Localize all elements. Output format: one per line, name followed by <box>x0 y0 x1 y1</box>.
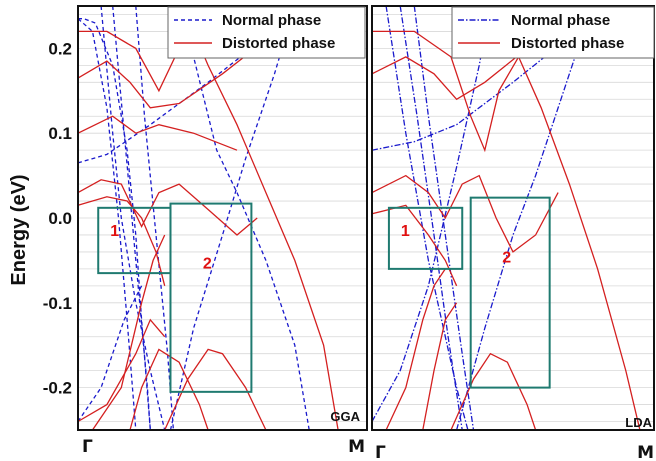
y-axis-label: Energy (eV) <box>8 174 30 285</box>
lda-grid <box>372 14 654 422</box>
y-tick-label: 0.1 <box>48 124 72 143</box>
lda-normal-band-4 <box>455 5 593 431</box>
gga-distorted-band-8 <box>77 318 166 423</box>
gga-distorted-band-3 <box>77 115 238 151</box>
lda-annotation-boxes: 12 <box>387 196 551 389</box>
gga-bands <box>77 5 339 431</box>
gga-normal-band-8 <box>100 5 166 431</box>
gga-panel: 12 0.20.10.0-0.1-0.2 Γ M GGA Normal phas… <box>43 5 368 457</box>
gga-region-label-1: 1 <box>110 223 119 240</box>
gga-legend-normal-text: Normal phase <box>222 12 321 29</box>
gga-legend: Normal phase Distorted phase <box>167 6 366 59</box>
gga-normal-band-3 <box>112 5 151 431</box>
lda-normal-band-6 <box>385 5 469 431</box>
gga-distorted-band-5 <box>77 196 166 286</box>
gga-legend-distorted-text: Distorted phase <box>222 35 335 52</box>
lda-distorted-band-7 <box>385 268 446 431</box>
lda-legend-box <box>451 6 655 59</box>
lda-distorted-band-5 <box>450 352 537 431</box>
y-tick-label: 0.2 <box>48 39 72 58</box>
gga-distorted-band-9 <box>91 234 166 431</box>
lda-distorted-band-1 <box>372 30 641 431</box>
gga-annotation-boxes: 12 <box>97 202 253 393</box>
gga-method-label: GGA <box>330 409 360 424</box>
y-tick-label: -0.1 <box>43 294 72 313</box>
lda-x-tick-m: M <box>637 443 654 461</box>
y-tick-label: -0.2 <box>43 379 72 398</box>
gga-normal-band-1 <box>78 18 151 431</box>
gga-normal-band-6 <box>169 5 296 431</box>
lda-region-label-1: 1 <box>401 223 410 240</box>
lda-region-box-2 <box>469 196 551 389</box>
gga-y-ticks: 0.2 0.1 0.0 -0.1 -0.2 <box>43 39 72 397</box>
lda-legend-distorted-text: Distorted phase <box>511 35 624 52</box>
gga-region-label-2: 2 <box>203 256 212 273</box>
lda-x-tick-gamma: Γ <box>375 443 386 461</box>
gga-normal-band-2 <box>77 18 137 431</box>
lda-normal-band-3 <box>371 5 604 151</box>
gga-plot-frame <box>77 5 368 431</box>
y-tick-label: 0.0 <box>48 209 72 228</box>
gga-distorted-band-6 <box>164 348 267 431</box>
lda-normal-band-2 <box>413 5 475 431</box>
lda-distorted-band-4 <box>371 204 458 287</box>
gga-x-tick-gamma: Γ <box>82 437 93 457</box>
gga-distorted-band-4 <box>77 179 258 236</box>
lda-plot-frame <box>371 5 655 431</box>
lda-legend-normal-text: Normal phase <box>511 12 610 29</box>
gga-x-tick-m: M <box>348 437 365 457</box>
gga-distorted-band-7 <box>129 348 209 431</box>
gga-region-box-2 <box>169 202 253 393</box>
lda-distorted-band-3 <box>371 174 559 253</box>
lda-legend: Normal phase Distorted phase <box>451 6 655 59</box>
gga-legend-box <box>167 6 366 59</box>
lda-panel: 12 Γ M LDA Normal phase Distorted phase <box>371 5 655 461</box>
lda-distorted-band-6 <box>422 302 458 431</box>
lda-region-label-2: 2 <box>502 250 511 267</box>
lda-method-label: LDA <box>625 415 652 430</box>
lda-region-box-1 <box>387 206 464 270</box>
